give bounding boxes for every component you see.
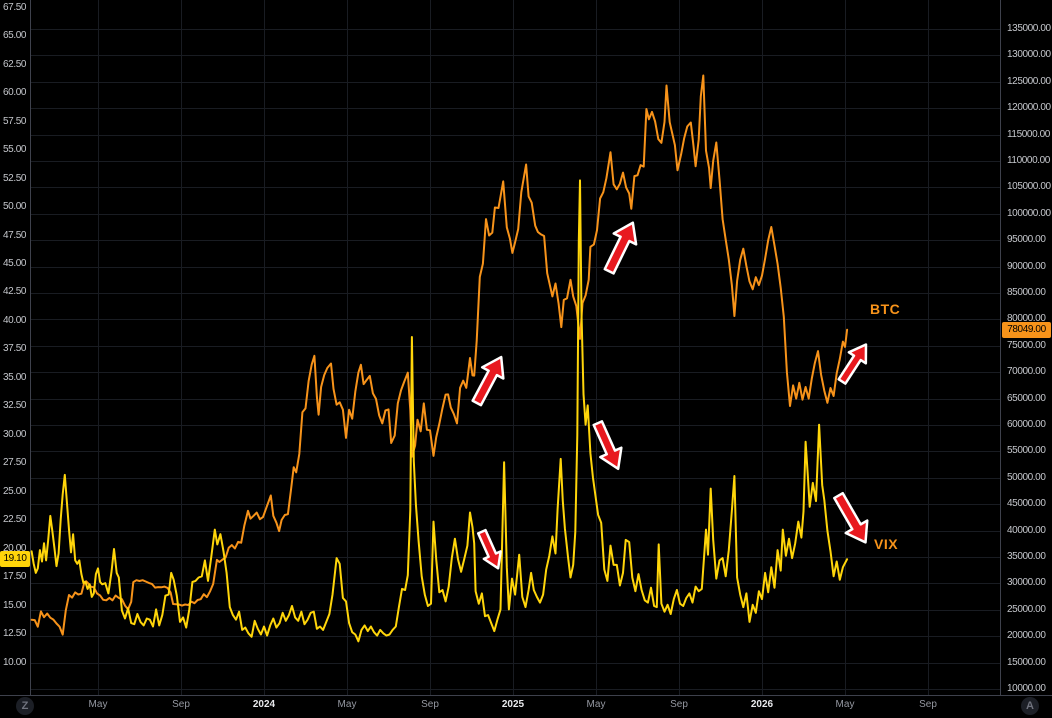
left-price-tick-label: 57.50	[3, 115, 27, 127]
vix-series-label[interactable]: VIX	[874, 536, 899, 552]
time-tick-label: May	[337, 699, 357, 710]
left-price-tick-label: 27.50	[3, 457, 27, 469]
right-price-tick-label: 100000.00	[1007, 207, 1051, 219]
btc-series-label[interactable]: BTC	[870, 301, 901, 317]
right-price-tick-label: 25000.00	[1007, 603, 1046, 615]
left-price-tick-label: 52.50	[3, 172, 27, 184]
right-price-tick-label: 80000.00	[1007, 313, 1046, 325]
right-price-tick-label: 120000.00	[1007, 102, 1051, 114]
left-price-tick-label: 50.00	[3, 201, 27, 212]
time-tick-label: May	[586, 699, 606, 710]
arrow-down-icon[interactable]	[587, 418, 628, 473]
right-price-tick-label: 125000.00	[1007, 75, 1051, 87]
right-price-tick-label: 35000.00	[1007, 550, 1046, 562]
time-tick-label: Sep	[919, 699, 937, 710]
right-price-tick-label: 85000.00	[1007, 287, 1046, 298]
left-price-tick-label: 30.00	[3, 428, 27, 440]
left-price-tick-label: 42.50	[3, 286, 27, 298]
left-price-tick-label: 10.00	[3, 656, 27, 668]
right-price-tick-label: 50000.00	[1007, 471, 1046, 483]
arrow-up-icon[interactable]	[598, 217, 644, 276]
time-tick-label: 2024	[252, 699, 276, 710]
arrow-down-icon[interactable]	[473, 528, 506, 572]
right-price-tick-label: 110000.00	[1007, 155, 1050, 167]
left-price-tick-label: 45.00	[3, 258, 27, 269]
left-price-tick-label: 55.00	[3, 144, 27, 155]
left-price-tick-label: 60.00	[3, 87, 27, 99]
arrow-up-icon[interactable]	[834, 339, 875, 387]
right-price-tick-label: 65000.00	[1007, 392, 1046, 404]
right-price-tick-label: 70000.00	[1007, 366, 1046, 378]
right-price-tick-label: 90000.00	[1007, 260, 1046, 272]
right-price-tick-label: 115000.00	[1007, 128, 1050, 140]
time-axis[interactable]: May Sep 2024 May Sep 2025 May Sep 2026 May Sep	[0, 696, 1052, 718]
time-tick-label: Sep	[421, 699, 439, 710]
time-tick-label: Sep	[172, 699, 190, 710]
right-price-tick-label: 135000.00	[1007, 23, 1051, 35]
price-axis-left[interactable]: 67.50 65.00 62.50 60.00 57.50 55.00 52.50 50.00…	[0, 0, 30, 695]
left-price-tick-label: 47.50	[3, 229, 27, 241]
left-price-tick-label: 12.50	[3, 628, 27, 640]
arrow-up-icon[interactable]	[466, 351, 512, 408]
left-price-tick-label: 17.50	[3, 571, 27, 583]
right-price-tick-label: 10000.00	[1007, 682, 1046, 694]
vix-line[interactable]	[30, 179, 849, 643]
time-tick-label: May	[835, 699, 855, 710]
axis-frame	[0, 0, 1052, 696]
right-price-tick-label: 60000.00	[1007, 419, 1046, 430]
btc-price-tag: 78049.00	[1002, 321, 1051, 338]
right-price-tick-label: 105000.00	[1007, 181, 1051, 193]
btc-line[interactable]	[30, 74, 849, 636]
time-tick-label: 2026	[750, 699, 774, 710]
time-tick-label: Sep	[670, 699, 688, 710]
left-price-tick-label: 35.00	[3, 371, 27, 383]
gridlines	[30, 0, 1000, 695]
left-price-tick-label: 22.50	[3, 514, 27, 526]
left-price-tick-label: 15.00	[3, 599, 27, 611]
left-price-tick-label: 67.50	[3, 1, 27, 13]
left-price-tick-label: 37.50	[3, 343, 27, 355]
right-price-tick-label: 75000.00	[1007, 339, 1046, 351]
timezone-badge[interactable]: Z	[16, 697, 34, 715]
left-price-tick-label: 62.50	[3, 58, 27, 70]
right-price-tick-label: 20000.00	[1007, 630, 1046, 642]
right-price-tick-label: 95000.00	[1007, 234, 1046, 246]
left-price-tick-label: 32.50	[3, 400, 27, 412]
right-price-tick-label: 130000.00	[1007, 49, 1051, 61]
autoscale-badge[interactable]: A	[1021, 697, 1039, 715]
arrow-down-icon[interactable]	[828, 489, 877, 548]
right-price-tick-label: 45000.00	[1007, 498, 1046, 510]
arrow-annotations	[466, 217, 877, 572]
time-tick-label: 2025	[501, 699, 525, 710]
right-price-tick-label: 40000.00	[1007, 524, 1046, 536]
time-tick-label: May	[88, 699, 108, 710]
left-price-tick-label: 65.00	[3, 30, 27, 42]
price-axis-right[interactable]: 135000.00 130000.00 125000.00 120000.00 1150…	[1000, 0, 1052, 695]
right-price-tick-label: 30000.00	[1007, 577, 1046, 589]
left-price-tick-label: 25.00	[3, 485, 27, 497]
left-price-tick-label: 20.00	[3, 542, 27, 554]
vix-price-tag: 19.10	[0, 551, 30, 568]
left-price-tick-label: 40.00	[3, 314, 27, 326]
right-price-tick-label: 55000.00	[1007, 445, 1046, 457]
right-price-tick-label: 15000.00	[1007, 656, 1046, 668]
